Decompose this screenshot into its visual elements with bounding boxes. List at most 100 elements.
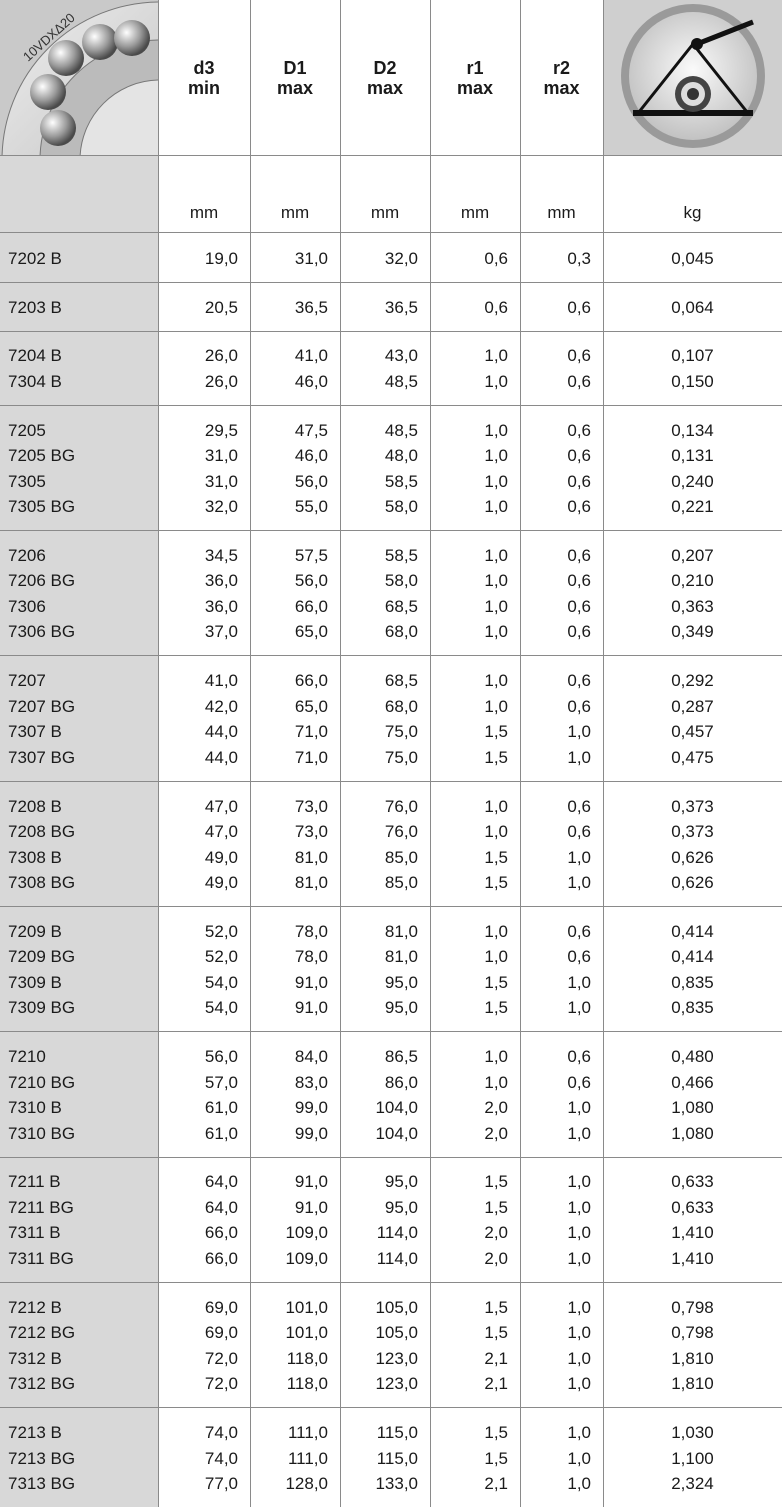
dimension-value: 133,0 — [340, 1471, 418, 1496]
dimension-value: 0,6 — [430, 295, 508, 320]
weight-value: 0,150 — [603, 369, 782, 394]
dimension-value: 64,0 — [158, 1195, 238, 1220]
weight-value: 0,633 — [603, 1169, 782, 1194]
unit-label: kg — [603, 200, 782, 225]
weight-value: 0,287 — [603, 694, 782, 719]
dimension-value: 58,5 — [340, 469, 418, 494]
dimension-value: 1,0 — [430, 418, 508, 443]
dimension-value: 1,0 — [520, 1371, 591, 1396]
dimension-value: 111,0 — [250, 1420, 328, 1445]
dimension-value: 1,0 — [430, 343, 508, 368]
dimension-value: 0,6 — [520, 919, 591, 944]
group-divider — [0, 781, 782, 782]
dimension-value: 1,5 — [430, 745, 508, 770]
dimension-value: 68,0 — [340, 694, 418, 719]
dimension-value: 2,1 — [430, 1346, 508, 1371]
dimension-value: 114,0 — [340, 1246, 418, 1271]
unit-label: mm — [430, 200, 520, 225]
dimension-value: 115,0 — [340, 1420, 418, 1445]
weight-value: 0,045 — [603, 246, 782, 271]
dimension-value: 1,0 — [520, 1246, 591, 1271]
dimension-value: 1,5 — [430, 1169, 508, 1194]
dimension-value: 0,6 — [430, 246, 508, 271]
dimension-value: 1,0 — [430, 1070, 508, 1095]
dimension-value: 95,0 — [340, 1169, 418, 1194]
weight-value: 0,633 — [603, 1195, 782, 1220]
dimension-value: 71,0 — [250, 719, 328, 744]
dimension-value: 1,0 — [520, 1095, 591, 1120]
dimension-value: 68,5 — [340, 594, 418, 619]
dimension-value: 31,0 — [250, 246, 328, 271]
dimension-value: 32,0 — [158, 494, 238, 519]
weight-value: 1,810 — [603, 1371, 782, 1396]
weight-value: 0,626 — [603, 870, 782, 895]
designation: 7210 BG — [8, 1070, 75, 1095]
weight-value: 0,835 — [603, 970, 782, 995]
dimension-value: 69,0 — [158, 1295, 238, 1320]
dimension-value: 0,6 — [520, 443, 591, 468]
dimension-value: 52,0 — [158, 944, 238, 969]
dimension-value: 0,6 — [520, 568, 591, 593]
weight-value: 1,030 — [603, 1420, 782, 1445]
dimension-value: 0,6 — [520, 418, 591, 443]
dimension-value: 19,0 — [158, 246, 238, 271]
dimension-value: 41,0 — [250, 343, 328, 368]
weight-value: 0,373 — [603, 794, 782, 819]
dimension-value: 0,6 — [520, 543, 591, 568]
dimension-value: 2,0 — [430, 1220, 508, 1245]
designation: 7207 BG — [8, 694, 75, 719]
dimension-value: 1,0 — [520, 1471, 591, 1496]
bearing-image: 10VDXΔ20 — [0, 0, 158, 155]
dimension-value: 81,0 — [340, 919, 418, 944]
dimension-value: 78,0 — [250, 944, 328, 969]
page: 10VDXΔ20 d3minmmD1maxmmD2maxmmr1maxmmr2m… — [0, 0, 782, 1507]
dimension-value: 118,0 — [250, 1371, 328, 1396]
designation: 7212 B — [8, 1295, 62, 1320]
dimension-value: 61,0 — [158, 1095, 238, 1120]
dimension-value: 47,0 — [158, 819, 238, 844]
dimension-value: 95,0 — [340, 995, 418, 1020]
dimension-value: 2,0 — [430, 1095, 508, 1120]
dimension-value: 1,0 — [430, 369, 508, 394]
dimension-value: 85,0 — [340, 845, 418, 870]
dimension-value: 2,0 — [430, 1121, 508, 1146]
weight-value: 0,134 — [603, 418, 782, 443]
dimension-value: 48,5 — [340, 369, 418, 394]
dimension-value: 47,0 — [158, 794, 238, 819]
designation: 7202 B — [8, 246, 62, 271]
dimension-value: 78,0 — [250, 919, 328, 944]
group-divider — [0, 1407, 782, 1408]
designation: 7203 B — [8, 295, 62, 320]
dimension-value: 0,6 — [520, 1044, 591, 1069]
designation: 7306 BG — [8, 619, 75, 644]
dimension-value: 32,0 — [340, 246, 418, 271]
designation: 7308 BG — [8, 870, 75, 895]
dimension-value: 65,0 — [250, 694, 328, 719]
dimension-value: 66,0 — [250, 594, 328, 619]
dimension-value: 0,6 — [520, 369, 591, 394]
designation: 7307 BG — [8, 745, 75, 770]
dimension-value: 109,0 — [250, 1220, 328, 1245]
weight-value: 0,798 — [603, 1320, 782, 1345]
weight-value: 0,064 — [603, 295, 782, 320]
designation: 7210 — [8, 1044, 46, 1069]
dimension-value: 95,0 — [340, 970, 418, 995]
designation: 7311 B — [8, 1220, 61, 1245]
dimension-value: 1,5 — [430, 970, 508, 995]
dimension-value: 2,0 — [430, 1246, 508, 1271]
group-divider — [0, 530, 782, 531]
dimension-value: 26,0 — [158, 369, 238, 394]
dimension-value: 58,0 — [340, 494, 418, 519]
weight-value: 0,363 — [603, 594, 782, 619]
dimension-value: 1,0 — [520, 745, 591, 770]
designation: 7213 BG — [8, 1446, 75, 1471]
dimension-value: 58,0 — [340, 568, 418, 593]
group-divider — [0, 282, 782, 283]
dimension-value: 54,0 — [158, 995, 238, 1020]
designation: 7309 BG — [8, 995, 75, 1020]
column-qualifier: max — [520, 78, 603, 98]
weight-value: 0,457 — [603, 719, 782, 744]
weight-value: 0,475 — [603, 745, 782, 770]
column-qualifier: min — [158, 78, 250, 98]
dimension-value: 1,0 — [520, 1195, 591, 1220]
